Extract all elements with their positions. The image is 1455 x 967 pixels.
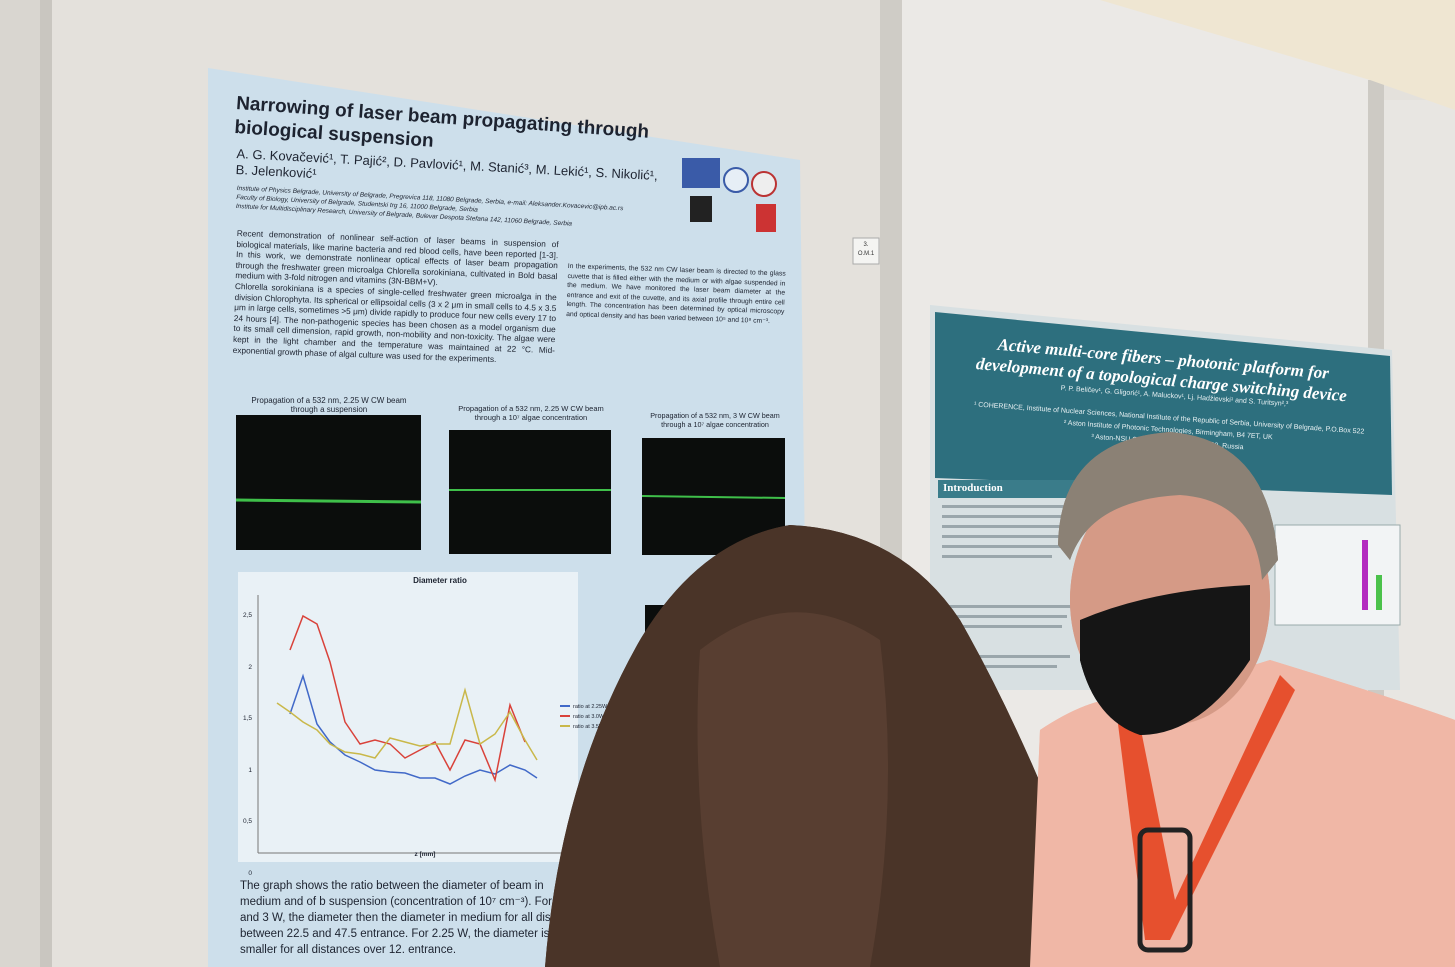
chart-title: Diameter ratio	[413, 576, 467, 585]
series-line	[289, 673, 538, 785]
legend-entry: ratio at 3.5W	[573, 724, 605, 730]
series-line	[276, 687, 538, 761]
lanyard	[1115, 675, 1295, 940]
caption: Propagation of a 532 nm, 2.25 W CW beam …	[458, 404, 604, 422]
series-line	[289, 614, 526, 783]
laser-beam	[641, 495, 786, 499]
wall-edge	[0, 0, 45, 967]
y-tick-label: 1,5	[242, 715, 252, 723]
y-tick-label: 0	[248, 869, 252, 877]
logo	[756, 204, 776, 232]
figure-bar	[1376, 575, 1382, 610]
y-tick-label: 2	[248, 663, 252, 671]
conclusion: The graph shows the ratio between the di…	[240, 880, 585, 956]
caption: Propagation of a 532 nm, 2.25 W CW beam …	[251, 396, 407, 414]
legend-entry: ratio at 2.25W	[573, 704, 608, 710]
photo-panel	[449, 430, 611, 554]
logo	[682, 158, 720, 188]
booth-label: 3. O.M.1	[853, 241, 879, 259]
glasses	[1137, 827, 1193, 953]
y-tick-label: 1	[248, 766, 252, 774]
caption: Propagation of a 532 nm, 3 W CW beam thr…	[650, 411, 780, 429]
x-axis-label: z [mm]	[414, 851, 436, 858]
y-ticks: 2,5 2 1,5 1 0,5 0	[232, 590, 252, 900]
booth-card	[852, 237, 880, 265]
legend: ratio at 2.25W ratio at 3.0W ratio at 3.…	[573, 702, 633, 732]
face-mask	[1080, 585, 1250, 735]
poster-banner	[935, 312, 1392, 495]
man-shirt	[1030, 660, 1455, 967]
logo	[751, 171, 777, 197]
ceiling-light	[1100, 0, 1455, 110]
logo	[690, 196, 712, 222]
legend-entry: ratio at 3.0W	[573, 714, 605, 720]
section-heading: Introduction	[943, 482, 1003, 494]
man-hair	[1058, 432, 1278, 580]
booth-number: 3.	[863, 242, 869, 248]
chart-area	[238, 572, 578, 862]
logo	[723, 167, 749, 193]
poster-text-lines	[942, 505, 1072, 668]
y-tick-label: 2,5	[242, 612, 252, 619]
booth-code: O.M.1	[857, 251, 875, 257]
laser-beam	[235, 498, 422, 504]
photo-panel	[236, 415, 421, 550]
panel-post	[40, 0, 52, 967]
y-tick-label: 0,5	[242, 818, 252, 826]
figure-bar	[1362, 540, 1368, 610]
hair-highlight	[697, 612, 888, 967]
